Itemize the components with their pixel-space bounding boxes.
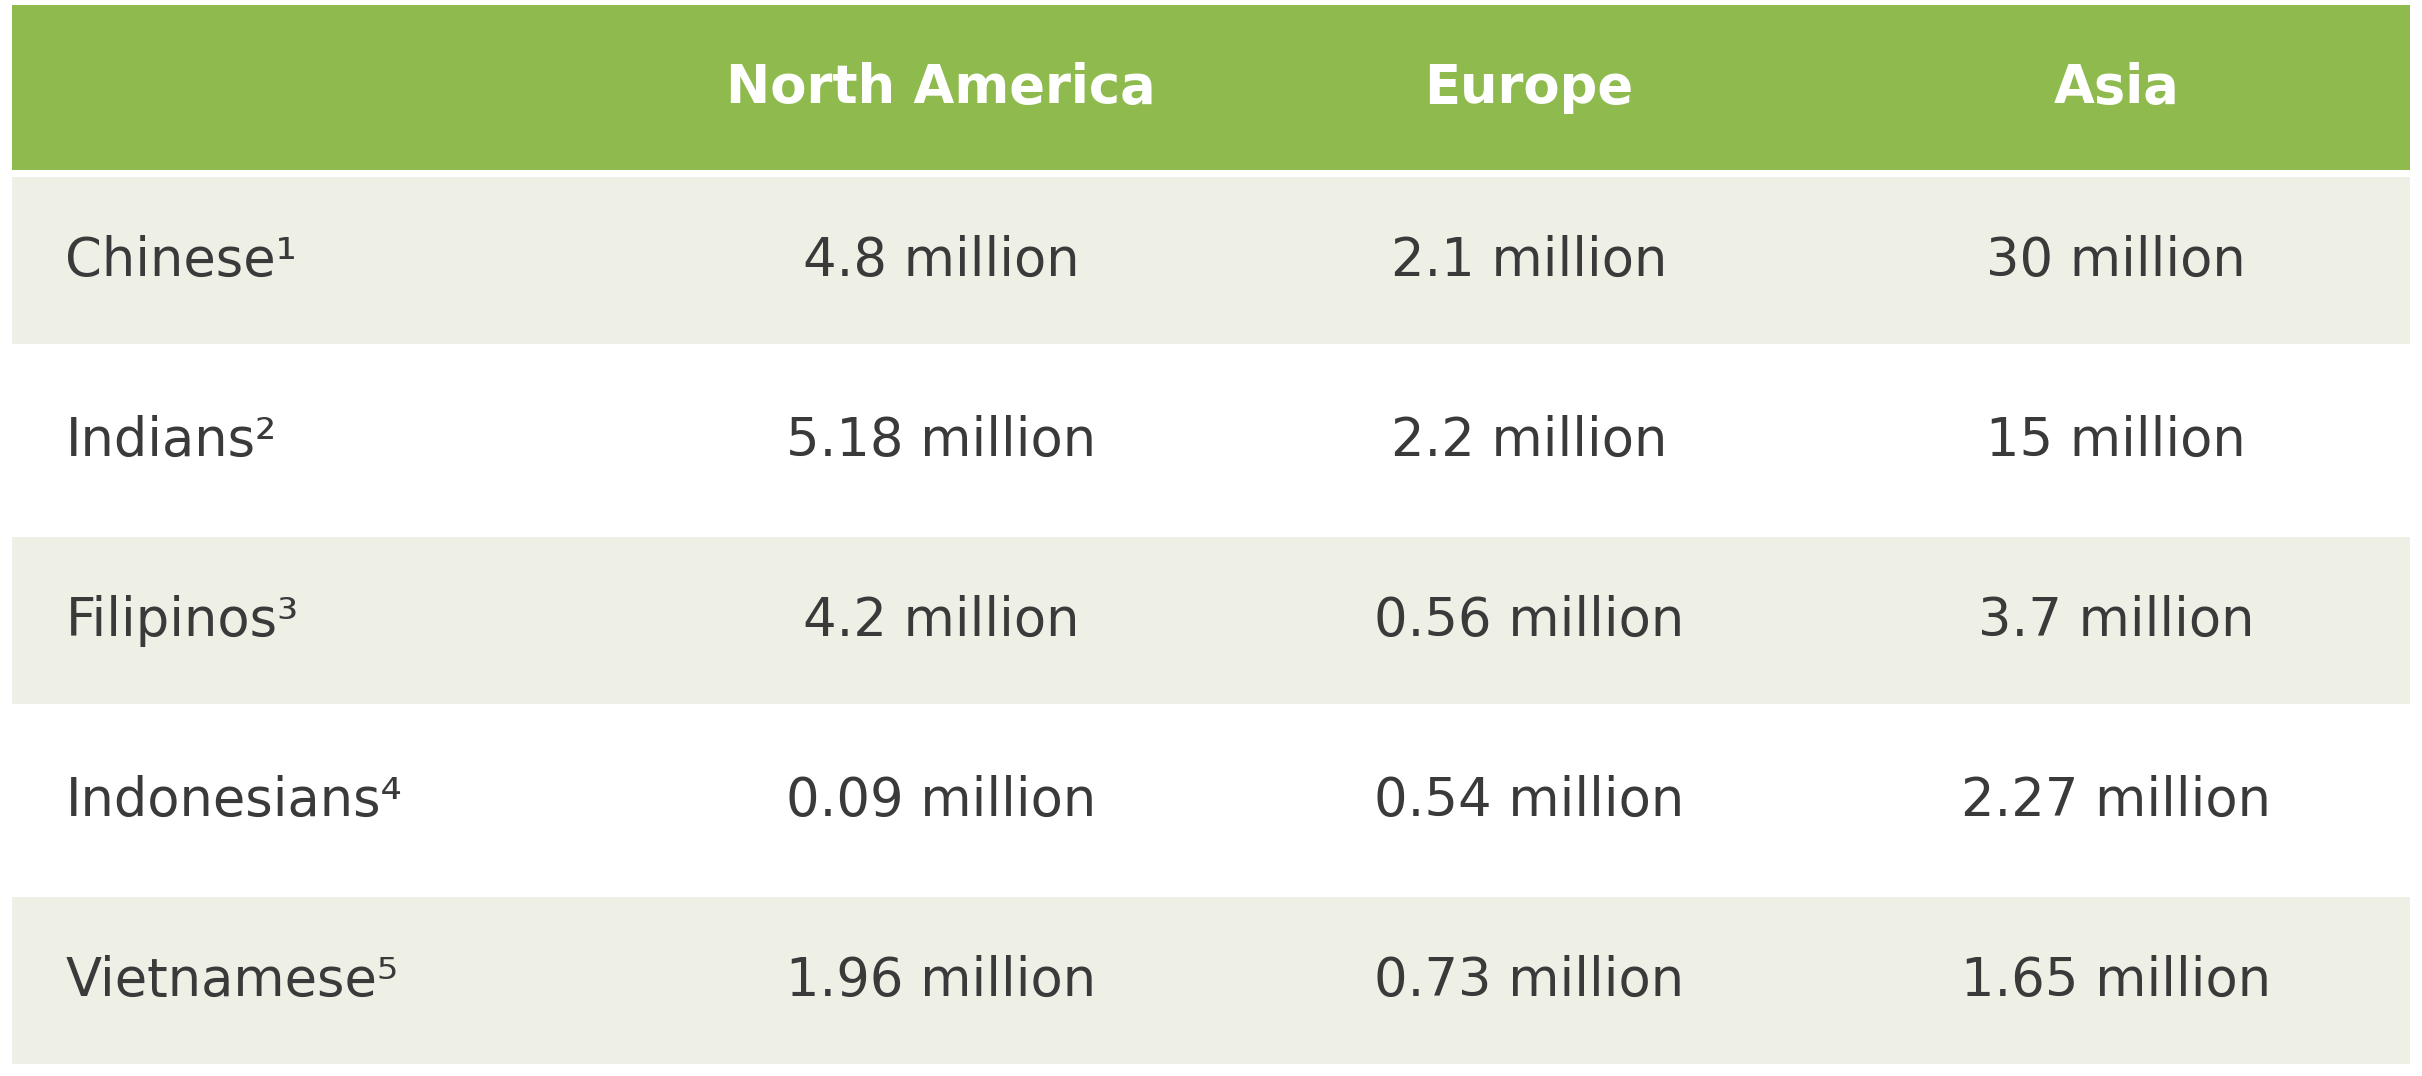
Bar (647, 357, 1235, 524)
Bar (1821, 176, 2410, 344)
Bar (12, 5, 2410, 170)
Text: 30 million: 30 million (1986, 235, 2245, 286)
Bar (647, 717, 1235, 884)
Text: Europe: Europe (1424, 62, 1632, 114)
Text: North America: North America (727, 62, 1155, 114)
Text: Asia: Asia (2054, 62, 2180, 114)
Text: 3.7 million: 3.7 million (1979, 595, 2255, 647)
Bar (12, 897, 647, 1064)
Text: 0.09 million: 0.09 million (787, 775, 1097, 826)
Text: 0.56 million: 0.56 million (1373, 595, 1683, 647)
Text: Filipinos³: Filipinos³ (65, 595, 298, 647)
Bar (1821, 357, 2410, 524)
Text: 2.2 million: 2.2 million (1390, 414, 1666, 467)
Text: Vietnamese⁵: Vietnamese⁵ (65, 954, 397, 1007)
Text: Indians²: Indians² (65, 414, 276, 467)
Bar (1821, 717, 2410, 884)
Text: 2.1 million: 2.1 million (1390, 235, 1666, 286)
Bar (1235, 176, 1821, 344)
Text: 1.96 million: 1.96 million (787, 954, 1097, 1007)
Bar (1821, 897, 2410, 1064)
Bar (1235, 717, 1821, 884)
Text: 15 million: 15 million (1986, 414, 2245, 467)
Bar (647, 176, 1235, 344)
Bar (1235, 897, 1821, 1064)
Bar (12, 176, 647, 344)
Text: 2.27 million: 2.27 million (1962, 775, 2272, 826)
Text: 0.54 million: 0.54 million (1373, 775, 1683, 826)
Text: Indonesians⁴: Indonesians⁴ (65, 775, 402, 826)
Bar (1235, 357, 1821, 524)
Bar (647, 897, 1235, 1064)
Text: 1.65 million: 1.65 million (1962, 954, 2272, 1007)
Text: 5.18 million: 5.18 million (787, 414, 1097, 467)
Bar (647, 537, 1235, 704)
Text: 4.8 million: 4.8 million (804, 235, 1080, 286)
Bar (1821, 537, 2410, 704)
Bar (12, 537, 647, 704)
Text: Chinese¹: Chinese¹ (65, 235, 298, 286)
Text: 0.73 million: 0.73 million (1373, 954, 1683, 1007)
Bar (1235, 537, 1821, 704)
Bar (12, 717, 647, 884)
Bar (12, 357, 647, 524)
Text: 4.2 million: 4.2 million (804, 595, 1080, 647)
